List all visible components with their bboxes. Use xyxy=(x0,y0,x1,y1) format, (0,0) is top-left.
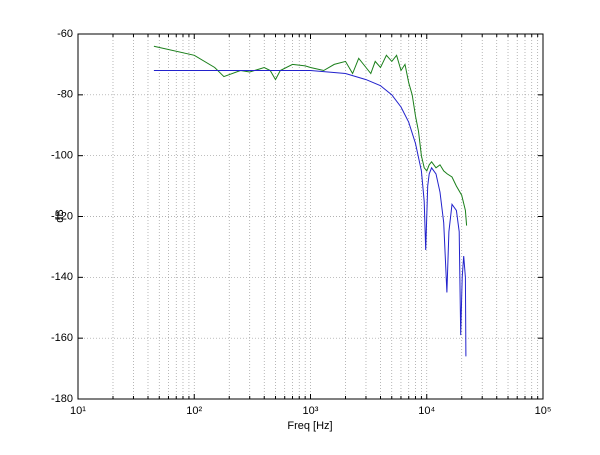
x-tick-label: 10³ xyxy=(303,405,319,417)
y-tick-label: -160 xyxy=(51,332,73,344)
series-line xyxy=(153,70,467,357)
y-tick-label: -180 xyxy=(51,393,73,405)
y-tick-label: -140 xyxy=(51,271,73,283)
y-axis-label: dB xyxy=(54,209,66,222)
x-tick-label: 10² xyxy=(186,405,202,417)
y-tick-label: -100 xyxy=(51,150,73,162)
y-tick-label: -80 xyxy=(57,89,73,101)
x-tick-label: 10¹ xyxy=(70,405,86,417)
series-line xyxy=(153,45,468,226)
y-tick-label: -120 xyxy=(51,210,73,222)
plot-frame xyxy=(77,33,544,400)
x-tick-label: 10⁴ xyxy=(418,405,435,417)
x-axis-label: Freq [Hz] xyxy=(287,420,332,432)
y-tick-label: -60 xyxy=(57,28,73,40)
x-tick-label: 10⁵ xyxy=(535,405,552,417)
